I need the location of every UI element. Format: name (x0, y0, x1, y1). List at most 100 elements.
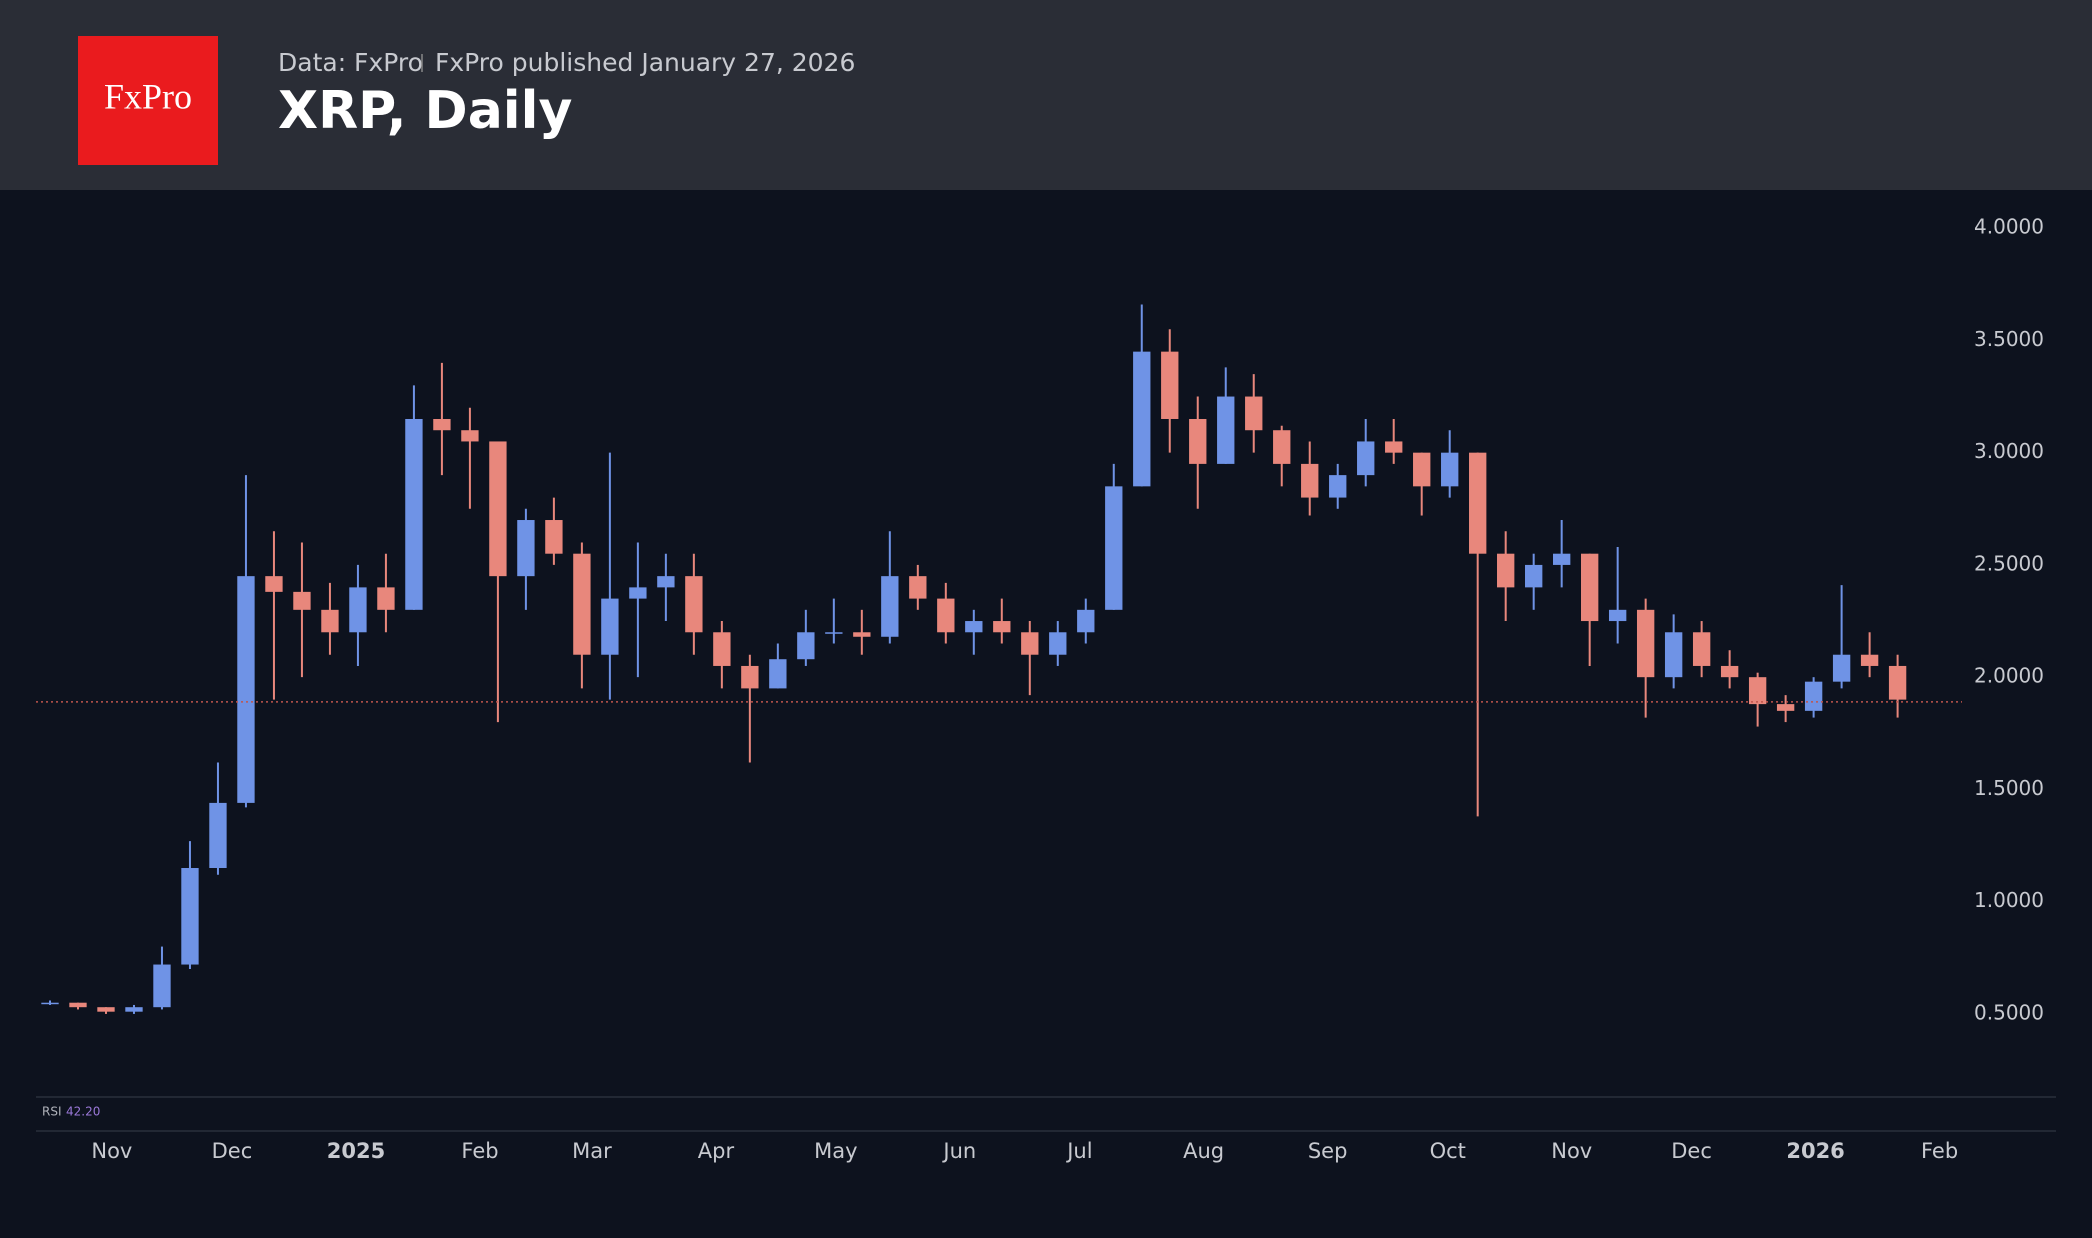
candle-body (1692, 632, 1711, 666)
candle-body (1497, 553, 1515, 588)
candle-body (629, 587, 647, 599)
candle-body (1860, 654, 1879, 666)
source: Data: FxPro (278, 48, 423, 77)
candle-body (209, 802, 227, 869)
candle-body (601, 598, 619, 655)
candle-body (237, 576, 255, 803)
candle-body (1385, 441, 1403, 453)
candle-body (741, 665, 759, 689)
candle-body (1329, 475, 1347, 498)
candle-body (181, 868, 199, 965)
x-tick-label: Mar (572, 1139, 612, 1163)
candle-body (1105, 486, 1123, 610)
candle-body (1357, 441, 1375, 476)
candle-body (993, 621, 1011, 633)
candle-body (657, 576, 675, 588)
x-tick-label: Apr (698, 1139, 735, 1163)
candle-body (405, 418, 423, 610)
candle-body (1664, 632, 1683, 678)
candle-body (293, 591, 311, 610)
x-tick-label: May (814, 1139, 857, 1163)
chart-title: XRP, Daily (278, 81, 572, 141)
y-tick-label: 2.5000 (1974, 551, 2044, 575)
candle-body (1804, 681, 1823, 711)
candle-body (1469, 452, 1487, 554)
candle-body (321, 609, 339, 633)
y-tick-label: 3.5000 (1974, 327, 2044, 351)
x-tick-label: Dec (212, 1139, 253, 1163)
candle-body (349, 587, 367, 633)
candle-body (1832, 654, 1851, 682)
candle-body (1525, 564, 1543, 588)
y-tick-label: 4.0000 (1974, 215, 2044, 239)
candle-body (1133, 351, 1151, 487)
candle-body (1161, 351, 1179, 419)
x-tick-label: Feb (461, 1139, 498, 1163)
x-tick-label: Sep (1308, 1139, 1348, 1163)
candle-body (153, 964, 171, 1008)
candle-body (1217, 396, 1235, 464)
x-tick-label: Nov (1551, 1139, 1592, 1163)
x-tick-label: Nov (91, 1139, 132, 1163)
candle-body (517, 520, 535, 577)
x-tick-label: Jul (1065, 1139, 1092, 1163)
x-tick-label: 2026 (1786, 1139, 1844, 1163)
logo-box (78, 36, 218, 165)
x-tick-label: Feb (1921, 1139, 1958, 1163)
indicator-value: 42.20 (66, 1105, 100, 1119)
candle-body (853, 632, 871, 637)
candle-body (909, 576, 927, 599)
candle-body (1720, 665, 1739, 678)
header-bar (0, 0, 2092, 190)
candle-body (713, 632, 731, 666)
published: FxPro published January 27, 2026 (435, 48, 855, 77)
x-tick-label: Dec (1671, 1139, 1712, 1163)
candle-body (1748, 677, 1767, 705)
candle-body (769, 659, 787, 689)
candle-body (573, 553, 591, 655)
candle-body (1273, 430, 1291, 464)
candle-body (1608, 609, 1627, 622)
candle-body (1077, 609, 1095, 633)
candle-body (965, 621, 983, 633)
x-tick-label: Oct (1430, 1139, 1466, 1163)
candle-body (1049, 632, 1067, 655)
candle-body (1888, 665, 1907, 700)
y-tick-label: 1.5000 (1974, 776, 2044, 800)
candle-body (797, 632, 815, 660)
x-tick-label: Aug (1183, 1139, 1224, 1163)
candle-body (1636, 609, 1655, 678)
candle-body (461, 430, 479, 442)
candle-body (97, 1007, 115, 1012)
candle-body (545, 520, 563, 554)
candle-body (1552, 553, 1571, 565)
candle-body (1189, 418, 1207, 464)
y-tick-label: 1.0000 (1974, 888, 2044, 912)
y-tick-label: 0.5000 (1974, 1000, 2044, 1024)
candle-body (1580, 553, 1599, 622)
candle-body (265, 576, 283, 592)
x-tick-label: 2025 (327, 1139, 385, 1163)
candle-body (685, 576, 703, 633)
candle-body (1301, 463, 1319, 498)
candle-body (433, 418, 451, 431)
candle-body (1441, 452, 1459, 487)
candle-body (1021, 632, 1039, 655)
candle-body (1776, 704, 1795, 711)
candle-body (377, 587, 395, 610)
x-tick-label: Jun (941, 1139, 976, 1163)
y-tick-label: 3.0000 (1974, 439, 2044, 463)
candle-body (1245, 396, 1263, 431)
y-tick-label: 2.0000 (1974, 664, 2044, 688)
candle-body (881, 576, 899, 637)
logo: FxPro (104, 76, 192, 116)
candle-body (1413, 452, 1431, 487)
candle-body (937, 598, 955, 633)
candle-body (41, 1002, 59, 1005)
candle-body (69, 1002, 87, 1008)
indicator-name: RSI (42, 1105, 62, 1119)
candle-body (825, 632, 843, 634)
